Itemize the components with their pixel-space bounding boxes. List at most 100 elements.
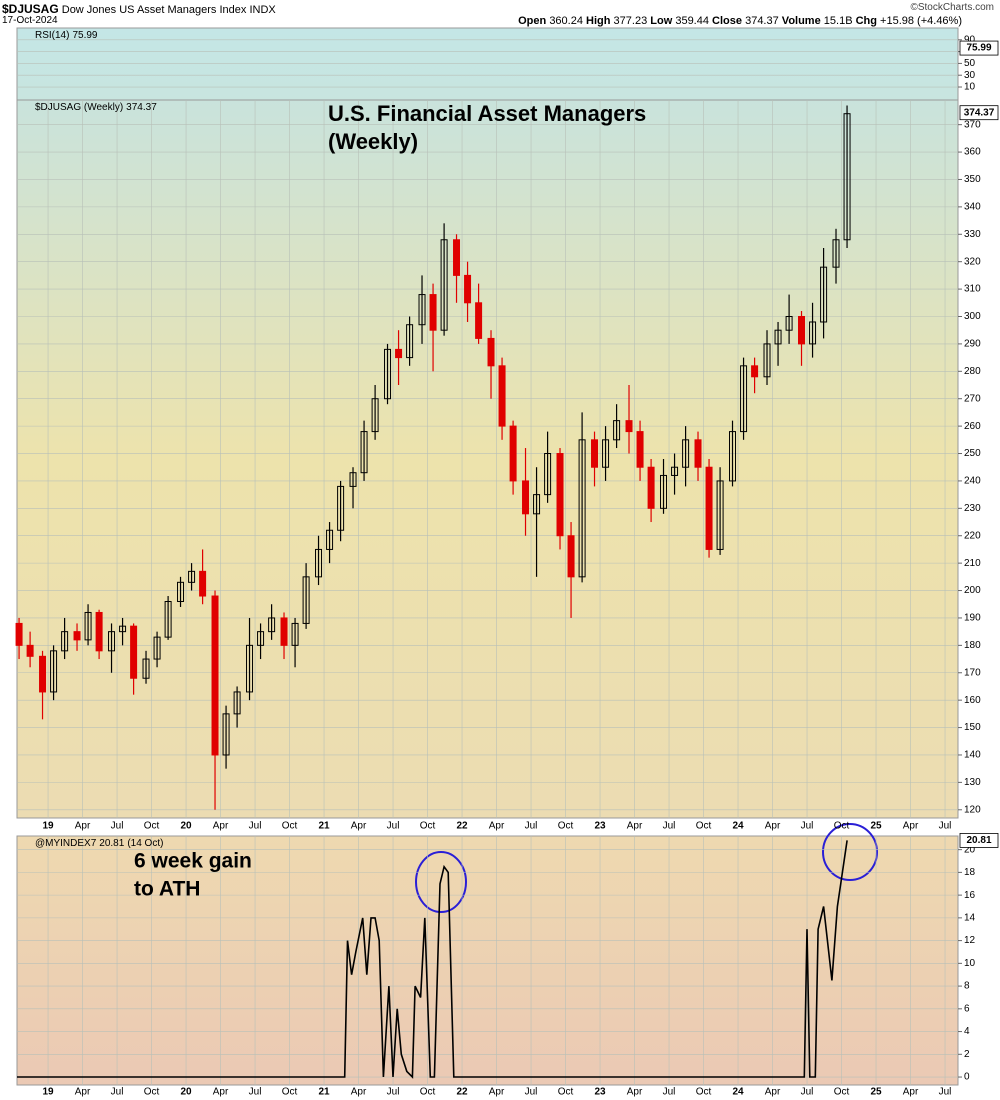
candle-body [268,617,276,633]
candle-body [61,631,69,652]
candle-body [740,365,748,433]
y-tick-label: 6 [964,1003,970,1014]
low: 359.44 [675,15,709,27]
candle-body [302,576,310,624]
panel-legend: @MYINDEX7 20.81 (14 Oct) [35,838,163,849]
y-tick-label: 350 [964,174,981,185]
legend-part: 374.37 [126,102,157,113]
x-tick-label: 19 [42,1087,54,1098]
candle-body [406,324,414,359]
x-tick-label: Oct [420,1087,436,1098]
x-tick-label: Oct [696,1087,712,1098]
y-tick-label: 2 [964,1049,970,1060]
legend-part: RSI(14) [35,30,69,41]
y-tick-label: 18 [964,867,976,878]
candle-body [763,343,771,378]
y-tick-label: 200 [964,585,981,596]
volume-label: Volume [781,15,821,27]
y-tick-label: 230 [964,503,981,514]
y-tick-label: 360 [964,147,981,158]
x-tick-label: Jul [525,1087,538,1098]
indicator-line [17,840,848,1079]
x-tick-label: Jul [663,821,676,832]
x-tick-label: Apr [765,821,781,832]
candle-body [188,570,196,583]
x-tick-label: Apr [627,821,643,832]
y-tick-label: 0 [964,1072,970,1083]
candle-body [315,548,323,578]
legend-part: @MYINDEX7 [35,838,97,849]
candle-body [716,480,724,550]
highlight-circle [822,823,878,881]
x-tick-label: Oct [696,821,712,832]
candle-body [487,337,495,367]
candle-body [360,431,368,474]
candle-body [567,535,575,578]
candle-body [498,365,506,427]
candle-body [246,644,254,693]
x-tick-label: 19 [42,821,54,832]
x-tick-label: Oct [834,821,850,832]
candle-body [280,617,288,646]
candle-body [625,420,633,433]
x-tick-label: Apr [75,1087,91,1098]
y-tick-label: 240 [964,476,981,487]
candle-body [544,453,552,496]
candle-body [15,622,23,646]
candle-body [418,294,426,326]
y-tick-label: 210 [964,558,981,569]
x-tick-label: Jul [249,1087,262,1098]
y-tick-label: 190 [964,613,981,624]
candle-body [660,474,668,509]
y-tick-label: 280 [964,366,981,377]
indicator-value-box-label: 20.81 [966,835,991,846]
y-tick-label: 340 [964,202,981,213]
candle-body [453,239,461,276]
candle-body [522,480,530,515]
candle-body [751,365,759,378]
candle-body [591,439,599,468]
x-tick-label: Jul [663,1087,676,1098]
y-tick-label: 270 [964,393,981,404]
annotation: to ATH [134,878,200,901]
x-tick-label: Oct [144,821,160,832]
candle-body [509,425,517,482]
x-tick-label: Jul [387,821,400,832]
candle-body [84,611,92,641]
candle-body [820,266,828,323]
x-tick-label: Jul [801,1087,814,1098]
y-tick-label: 160 [964,695,981,706]
volume: 15.1B [823,15,853,27]
candle-body [832,239,840,268]
x-tick-label: Oct [282,821,298,832]
candle-body [108,631,116,652]
candle-body [429,294,437,331]
x-tick-label: 21 [318,821,330,832]
y-tick-label: 330 [964,229,981,240]
x-tick-label: Apr [903,821,919,832]
x-tick-label: Jul [111,821,124,832]
header: $DJUSAG Dow Jones US Asset Managers Inde… [0,0,1000,28]
price-value-box [959,105,999,121]
x-tick-label: Apr [351,821,367,832]
candle-body [50,650,58,693]
candle-body [798,315,806,345]
candle-body [440,239,448,331]
low-label: Low [650,15,673,27]
candle-body [371,398,379,433]
candle-body [729,431,737,482]
y-tick-label: 12 [964,935,976,946]
high: 377.23 [613,15,648,27]
candle-body [682,439,690,468]
x-tick-label: 23 [594,1087,606,1098]
chg: +15.98 (+4.46%) [880,15,962,27]
index-name: Dow Jones US Asset Managers Index [61,4,247,16]
x-tick-label: 24 [732,821,744,832]
x-tick-label: 20 [180,1087,192,1098]
candle-body [533,494,541,515]
candle-body [384,348,392,400]
candle-body [671,466,679,476]
y-tick-label: 4 [964,1026,970,1037]
chg-label: Chg [855,15,877,27]
